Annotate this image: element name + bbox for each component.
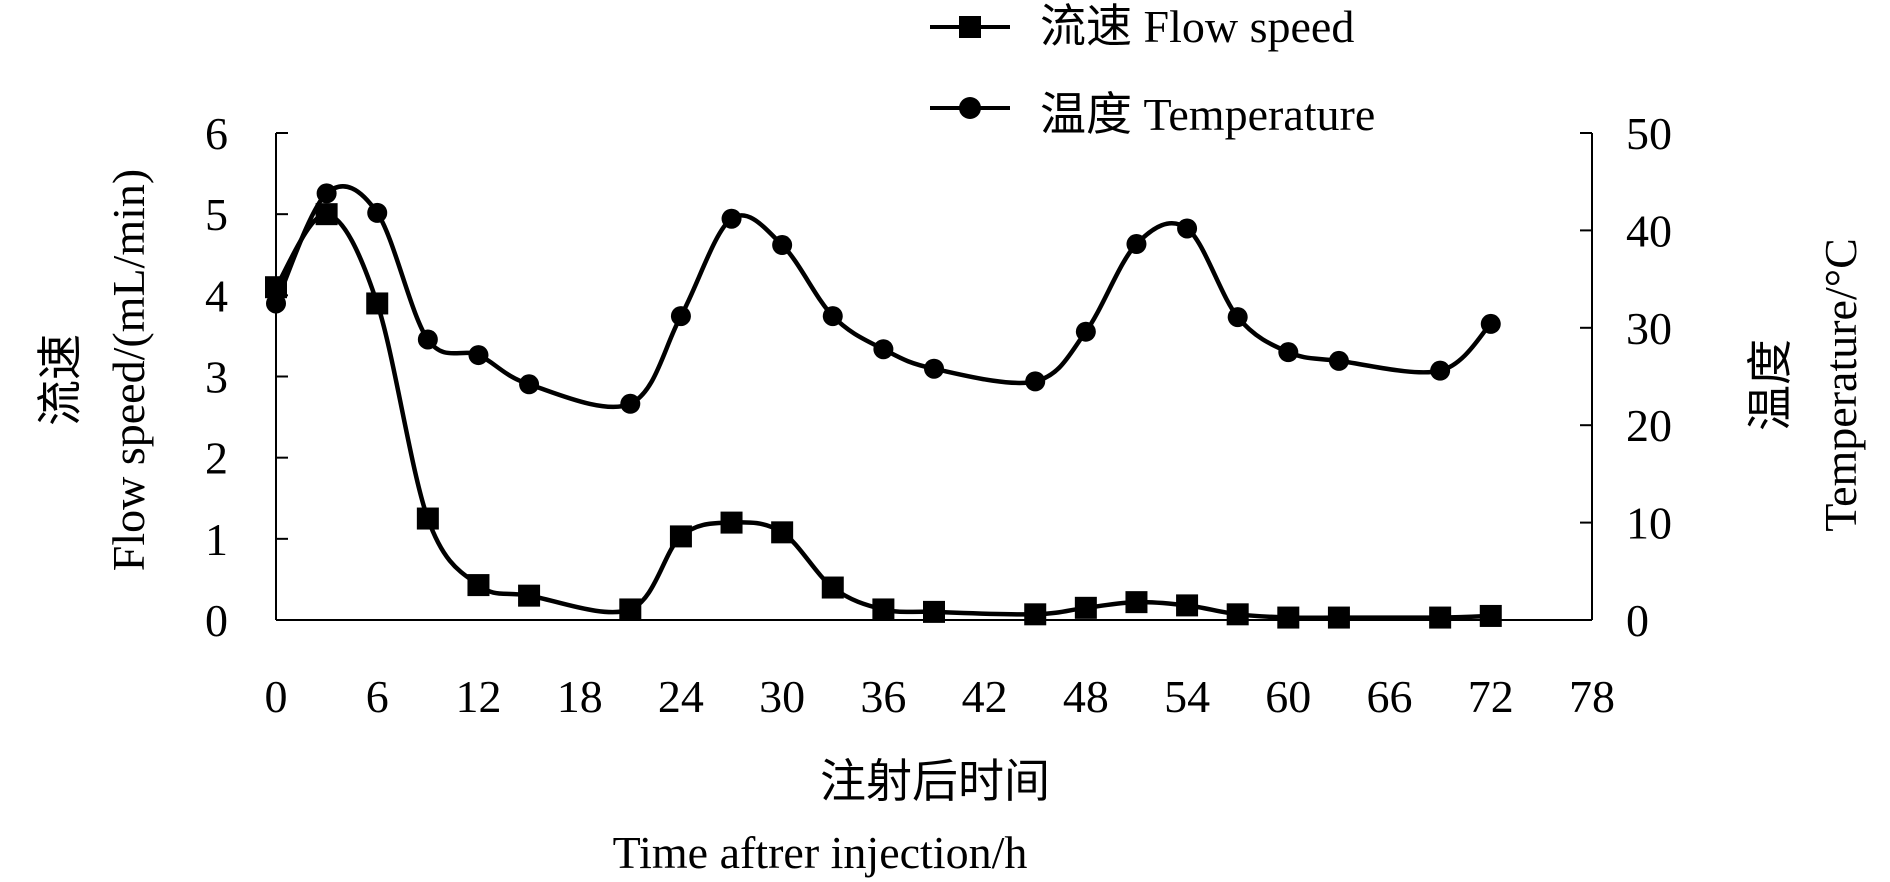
temperature-point [1278,342,1299,363]
legend-square-marker [959,16,981,38]
x-tick-label: 36 [860,671,906,722]
x-tick-label: 42 [962,671,1008,722]
left-axis-ticks: 0 1 2 3 4 5 6 [205,108,288,646]
right-axis-ticks: 0 10 20 30 40 50 [1580,108,1672,646]
right-tick-label: 50 [1626,108,1672,159]
right-tick-label: 20 [1626,400,1672,451]
left-tick-label: 3 [205,352,228,403]
flow-speed-point [518,584,541,607]
flow-speed-point [416,507,439,530]
temperature-point [1430,360,1451,381]
right-axis-label-cn: 温度 [1745,339,1796,431]
flow-speed-point [1226,603,1249,626]
flow-speed-point [366,292,389,315]
right-tick-label: 10 [1626,498,1672,549]
temperature-point [873,339,894,360]
temperature-point [266,293,286,314]
temperature-point [1126,234,1147,255]
temperature-point [772,235,793,256]
temperature-point [417,329,438,350]
flow-speed-point [315,203,338,226]
temperature-point [620,393,641,414]
series-layer [265,183,1502,629]
right-tick-label: 0 [1626,595,1649,646]
x-tick-label: 78 [1569,671,1615,722]
left-tick-label: 0 [205,595,228,646]
flow-speed-point [872,598,895,621]
x-axis-label-en: Time aftrer injection/h [613,827,1028,878]
flow-speed-point [1024,603,1047,626]
x-axis-label-cn: 注射后时间 [820,756,1050,807]
left-tick-label: 1 [205,514,228,565]
flow-speed-point [1327,606,1350,629]
left-axis-label-en: Flow speed/(mL/min) [103,169,154,571]
flow-speed-point [619,598,642,621]
x-tick-label: 0 [265,671,288,722]
legend-label-flow-speed: 流速 Flow speed [1040,1,1354,52]
temperature-point [316,183,337,204]
left-tick-label: 5 [205,189,228,240]
x-tick-label: 48 [1063,671,1109,722]
series-temperature [266,183,1501,414]
flow-speed-point [1176,594,1199,617]
x-tick-label: 24 [658,671,704,722]
left-tick-label: 4 [205,270,228,321]
temperature-point [670,306,691,327]
flow-speed-point [720,511,743,534]
left-tick-label: 6 [205,108,228,159]
x-tick-label: 18 [557,671,603,722]
temperature-point [721,208,742,229]
flow-speed-point [1125,591,1148,614]
flow-speed-point [771,521,794,544]
x-tick-label: 72 [1468,671,1514,722]
x-tick-label: 12 [455,671,501,722]
temperature-point [1075,321,1096,342]
temperature-point [924,358,944,379]
flow-speed-point [669,525,692,548]
left-tick-label: 2 [205,433,228,484]
legend-item-temperature: 温度 Temperature [930,89,1375,140]
temperature-point [1177,218,1198,239]
flow-speed-point [1479,604,1502,627]
legend-label-temperature: 温度 Temperature [1040,89,1375,140]
legend-circle-marker [959,97,981,119]
left-axis-label-cn: 流速 [35,334,86,426]
x-axis-ticks: 0 6 12 18 24 30 36 42 48 54 60 66 72 78 [265,671,1616,722]
legend-item-flow-speed: 流速 Flow speed [930,1,1354,52]
flow-speed-line [274,211,1491,621]
flow-speed-point [1429,606,1452,629]
flow-speed-point [821,576,844,599]
flow-speed-point [1277,606,1300,629]
x-tick-label: 30 [759,671,805,722]
temperature-point [1227,307,1248,328]
temperature-point [468,345,489,366]
temperature-point [367,202,388,223]
x-tick-label: 54 [1164,671,1210,722]
temperature-point [1025,371,1046,392]
right-axis-label-en: Temperature/°C [1815,238,1866,532]
temperature-point [1480,313,1501,334]
x-tick-label: 6 [366,671,389,722]
temperature-line [273,184,1493,410]
temperature-point [1328,350,1349,371]
series-flow-speed [265,203,1502,629]
x-tick-label: 66 [1367,671,1413,722]
right-tick-label: 40 [1626,205,1672,256]
flow-speed-point [1074,596,1097,619]
flow-speed-point [467,574,490,597]
temperature-point [822,306,843,327]
x-tick-label: 60 [1265,671,1311,722]
right-tick-label: 30 [1626,303,1672,354]
temperature-point [519,374,540,395]
legend: 流速 Flow speed 温度 Temperature [930,1,1375,140]
flow-speed-point [923,600,945,623]
